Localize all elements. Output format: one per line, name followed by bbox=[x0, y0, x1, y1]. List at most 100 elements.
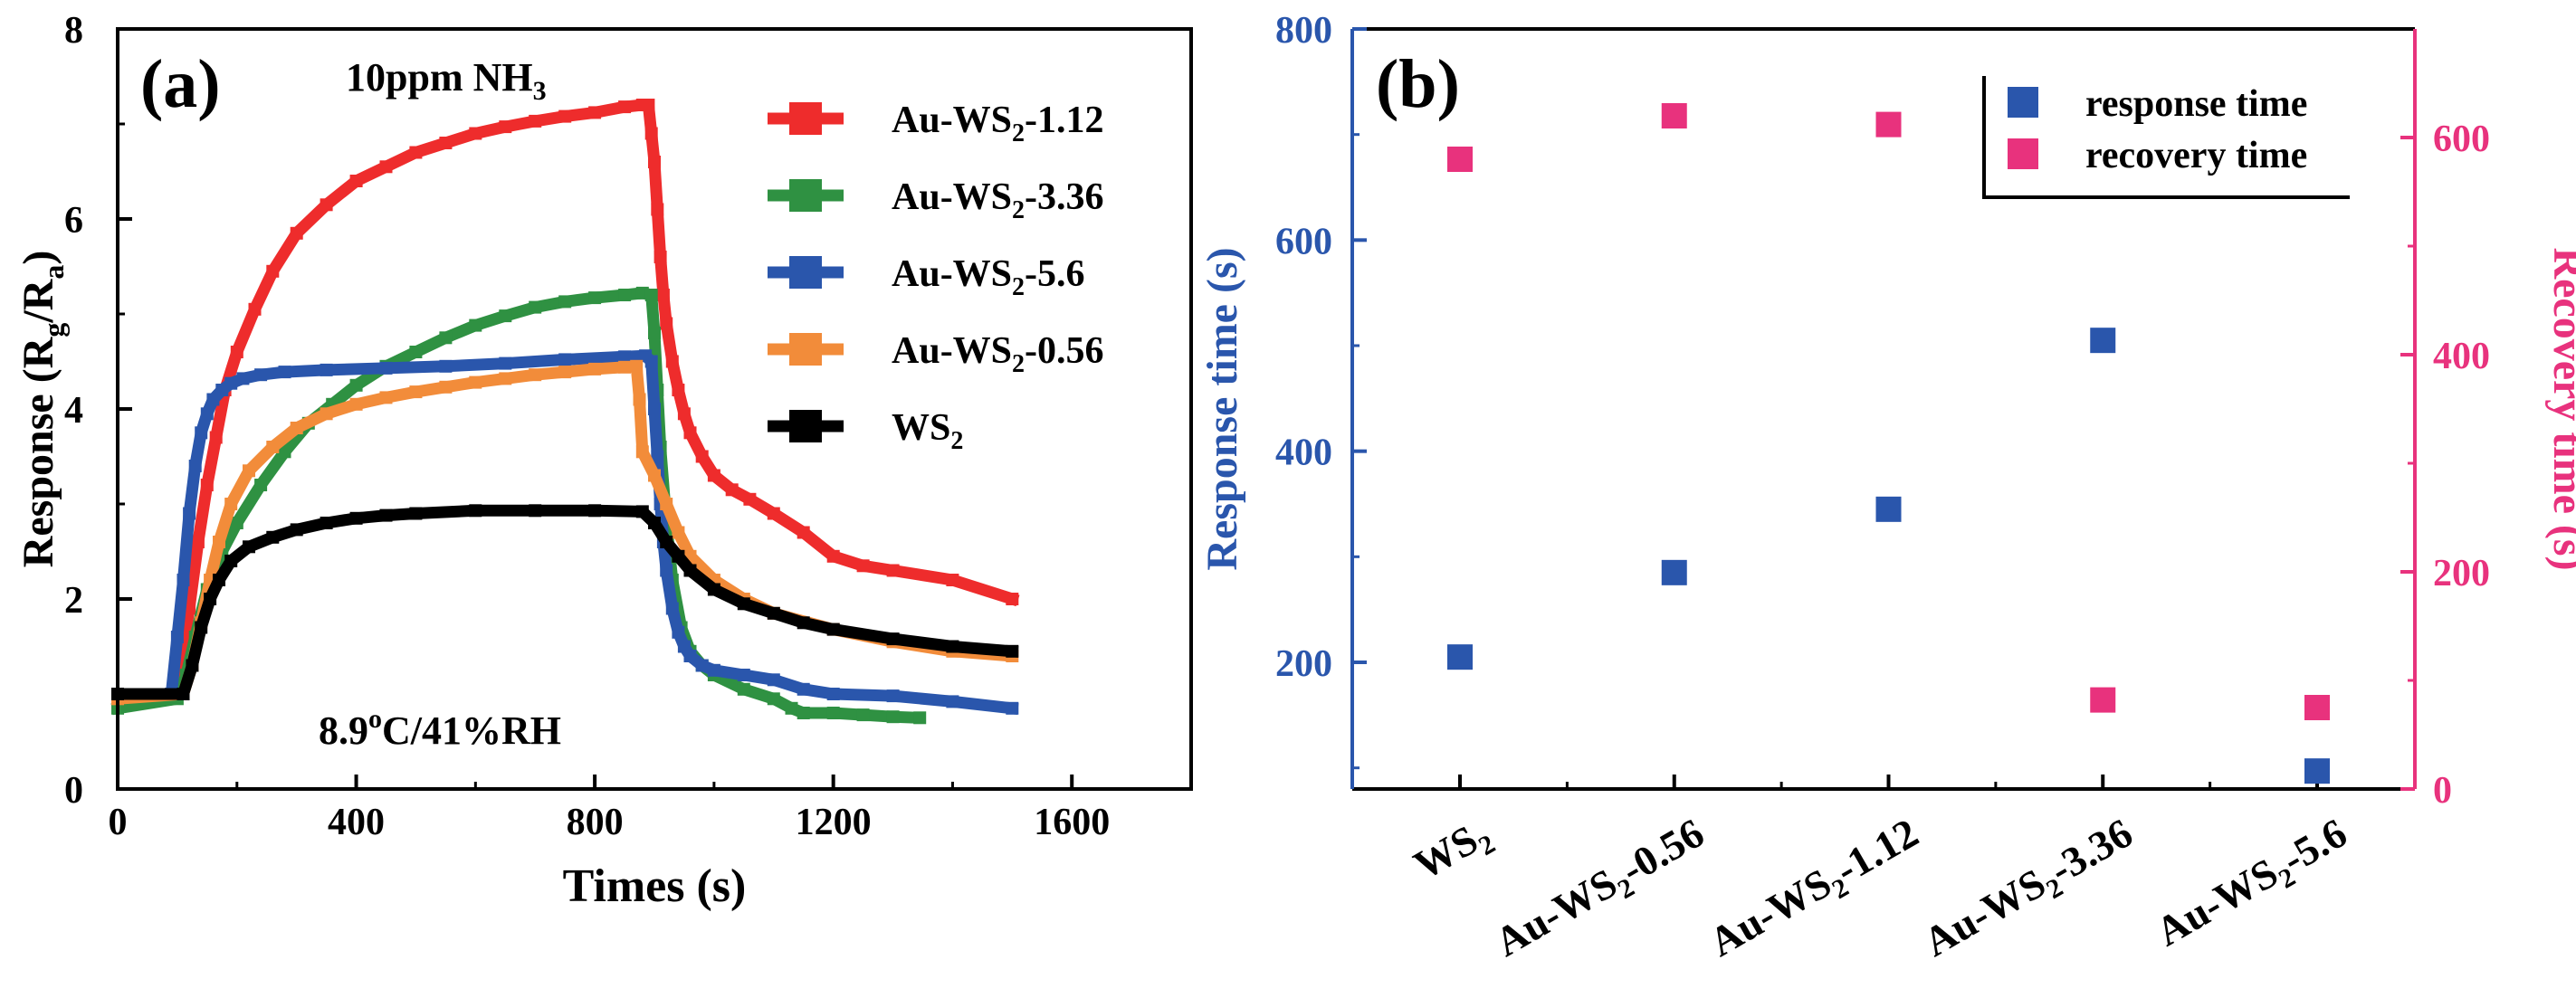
panel-a: 0 400 800 1200 1600 0 2 4 6 8 (a) 10ppm NH3 8.9oC… bbox=[14, 10, 1193, 912]
panel-b-points bbox=[1447, 103, 2330, 784]
data-point bbox=[290, 226, 303, 240]
data-point bbox=[439, 331, 453, 345]
data-point bbox=[379, 391, 393, 404]
data-point bbox=[200, 407, 214, 421]
data-point bbox=[648, 469, 661, 482]
legend-label-text: Au-WS bbox=[892, 176, 1012, 218]
data-point bbox=[656, 289, 670, 301]
data-point bbox=[213, 536, 225, 548]
data-point bbox=[725, 483, 739, 497]
series-line-au-ws2-1-12 bbox=[110, 99, 1020, 706]
data-point bbox=[856, 708, 870, 722]
data-point bbox=[177, 574, 190, 586]
data-point bbox=[195, 621, 208, 634]
panel-a-label: (a) bbox=[140, 46, 221, 122]
legend-label-text: -5.6 bbox=[1025, 253, 1085, 295]
data-point bbox=[660, 564, 673, 577]
ylabel-part-3: ) bbox=[14, 251, 62, 265]
data-point bbox=[349, 511, 363, 525]
data-point bbox=[588, 504, 602, 518]
condition-annotation-value: 8.9 bbox=[319, 708, 368, 753]
series-au-ws2-0-56 bbox=[111, 359, 1019, 706]
data-point bbox=[886, 710, 900, 724]
left-y-tick-label: 400 bbox=[1275, 432, 1332, 474]
category-label-au-ws2-3-36: Au-WS2-3.36 bbox=[1916, 809, 2143, 971]
gas-annotation-main: 10ppm NH bbox=[346, 55, 533, 100]
data-point bbox=[230, 346, 243, 358]
data-point bbox=[635, 505, 649, 518]
data-point bbox=[177, 688, 190, 700]
data-point bbox=[213, 574, 225, 586]
legend-label-text: WS bbox=[892, 407, 950, 449]
data-point bbox=[183, 507, 196, 520]
right-y-tick-label: 200 bbox=[2433, 553, 2490, 594]
data-point bbox=[886, 632, 900, 646]
data-point bbox=[826, 688, 840, 700]
data-point bbox=[243, 540, 255, 554]
data-point bbox=[558, 109, 572, 123]
legend-label: Au-WS2-3.36 bbox=[892, 176, 1104, 224]
data-point bbox=[737, 669, 750, 681]
data-point bbox=[588, 106, 602, 119]
condition-annotation-degree: o bbox=[368, 704, 382, 734]
y-tick-label: 0 bbox=[64, 770, 83, 812]
data-point bbox=[946, 640, 959, 653]
series-line-ws2 bbox=[111, 504, 1019, 700]
data-point bbox=[320, 407, 333, 421]
data-point bbox=[469, 318, 482, 332]
data-point bbox=[618, 360, 632, 374]
x-tick-label: 400 bbox=[328, 802, 385, 843]
data-point bbox=[660, 536, 673, 548]
data-point bbox=[797, 682, 810, 696]
panel-b-ticks: 200 400 600 800 0 200 400 600 bbox=[1275, 10, 2490, 812]
response-time-point-ws2 bbox=[1447, 644, 1473, 670]
data-point bbox=[409, 146, 423, 159]
legend-label-subscript: 2 bbox=[1012, 350, 1025, 378]
category-label-text: Au-WS bbox=[1487, 860, 1625, 965]
legend-label: WS2 bbox=[892, 407, 963, 455]
y-tick-label: 2 bbox=[64, 580, 83, 622]
left-y-tick-label: 200 bbox=[1275, 643, 1332, 685]
data-point bbox=[648, 327, 661, 339]
data-point bbox=[648, 403, 661, 415]
data-point bbox=[469, 127, 482, 140]
data-point bbox=[660, 317, 673, 330]
category-label-text: WS bbox=[1407, 816, 1486, 889]
x-tick-label: 1200 bbox=[796, 802, 872, 843]
panel-b-left-axis-label: Response time (s) bbox=[1198, 247, 1246, 570]
panel-a-legend: Au-WS2-1.12Au-WS2-3.36Au-WS2-5.6Au-WS2-0… bbox=[768, 100, 1104, 455]
y-tick-label: 6 bbox=[64, 200, 83, 242]
data-point bbox=[785, 701, 798, 715]
data-point bbox=[644, 289, 658, 301]
panel-b-legend: response time recovery time bbox=[1982, 76, 2350, 199]
data-point bbox=[707, 663, 720, 677]
right-y-tick-label: 600 bbox=[2433, 119, 2490, 160]
legend-label-text: Au-WS bbox=[892, 100, 1012, 141]
data-point bbox=[826, 549, 840, 563]
data-point bbox=[913, 711, 927, 725]
series-response-time bbox=[1447, 328, 2330, 784]
data-point bbox=[320, 198, 333, 212]
y-tick-label: 8 bbox=[64, 10, 83, 52]
data-point bbox=[349, 378, 363, 392]
data-point bbox=[946, 574, 959, 586]
legend-label-recovery-time: recovery time bbox=[2085, 135, 2307, 176]
legend-label-text: Au-WS bbox=[892, 330, 1012, 372]
data-point bbox=[683, 426, 697, 440]
legend-item-ws2: WS2 bbox=[768, 407, 963, 455]
right-y-tick-label: 0 bbox=[2433, 770, 2452, 812]
response-time-point-au-ws2-0-56 bbox=[1661, 559, 1687, 585]
data-point bbox=[224, 498, 238, 510]
data-point bbox=[826, 707, 840, 719]
data-point bbox=[439, 137, 453, 149]
data-point bbox=[767, 507, 780, 520]
data-point bbox=[278, 445, 291, 459]
data-point bbox=[186, 659, 199, 672]
data-point bbox=[743, 492, 757, 506]
legend-item-au-ws2-0-56: Au-WS2-0.56 bbox=[768, 330, 1104, 378]
data-point bbox=[204, 593, 217, 605]
data-point bbox=[209, 431, 223, 444]
category-label-text: Au-WS bbox=[2148, 849, 2285, 955]
panel-b: 200 400 600 800 0 200 400 600 (b) Response time… bbox=[1198, 10, 2576, 971]
